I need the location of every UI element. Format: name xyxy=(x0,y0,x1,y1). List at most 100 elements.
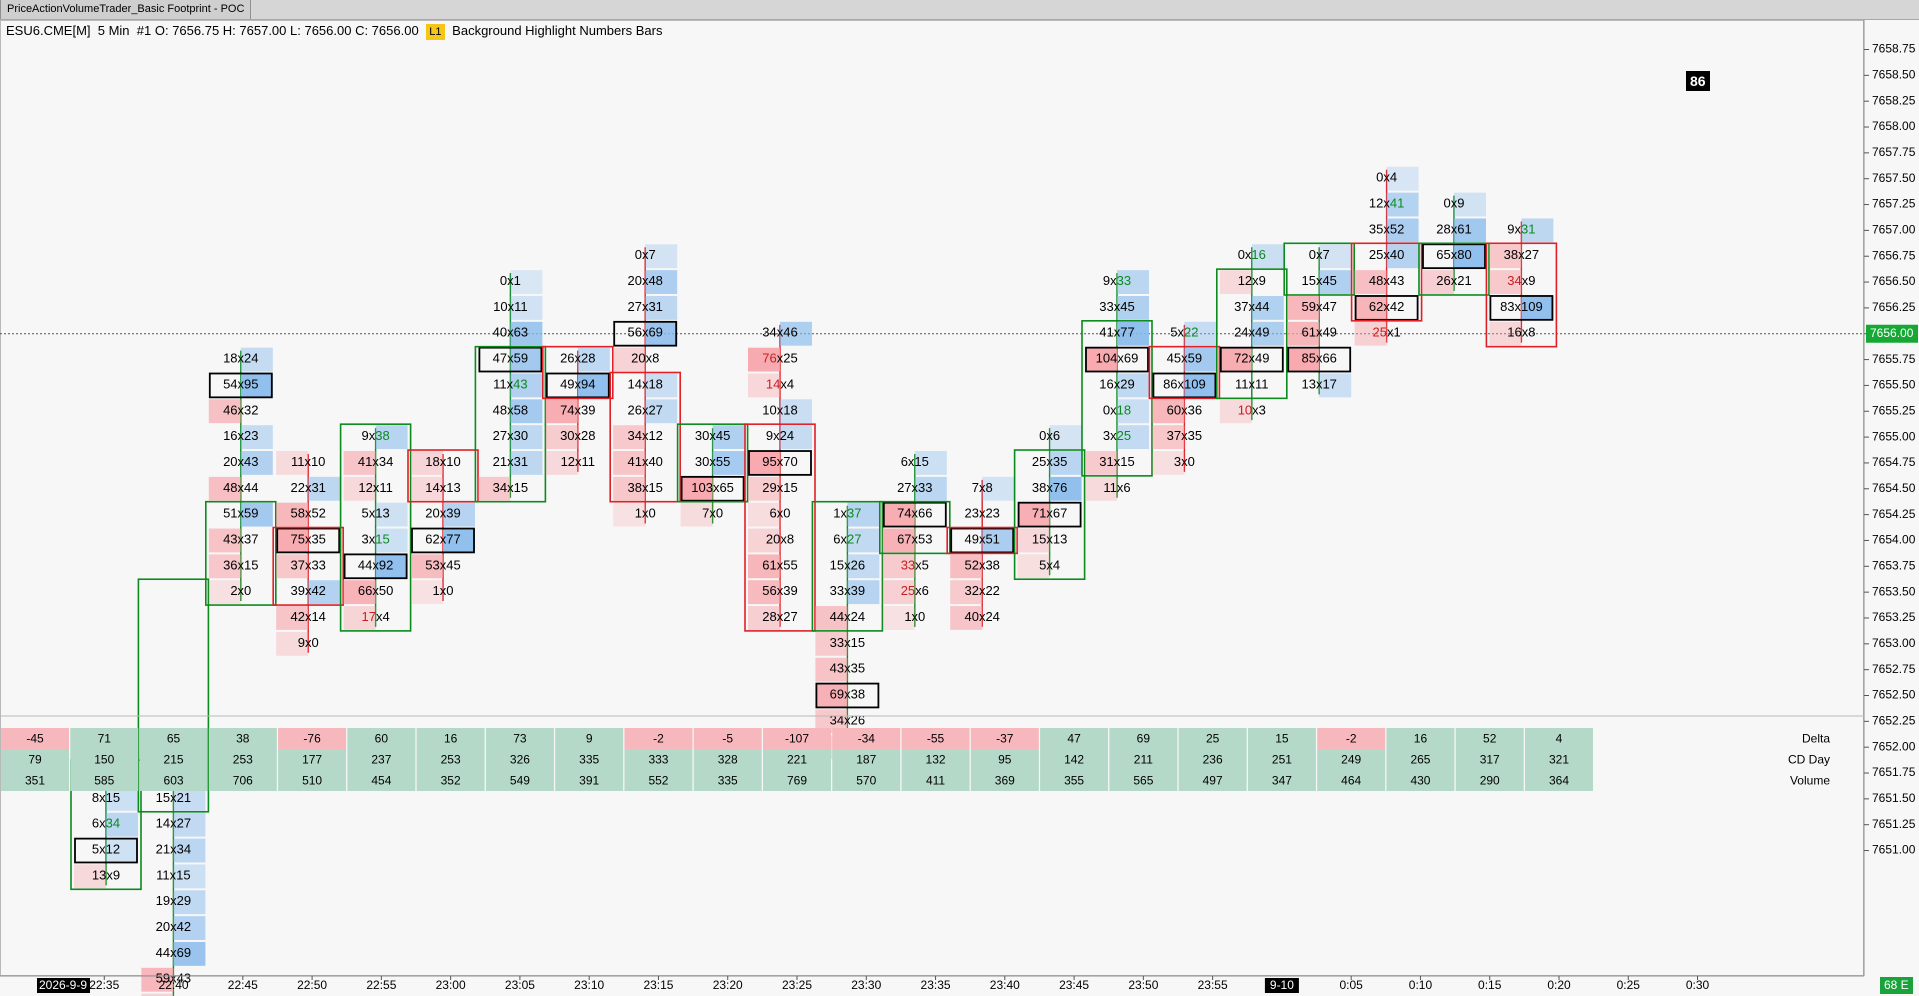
price-tick-label: 7651.75 xyxy=(1872,765,1916,779)
price-tick-label: 7651.00 xyxy=(1872,843,1916,857)
bid-cell-shade xyxy=(613,347,646,372)
footprint-cell: 56x69 xyxy=(627,325,662,340)
price-tick-label: 7655.50 xyxy=(1872,378,1916,392)
date-label-bg xyxy=(1264,978,1299,993)
ohlc-readout: #1 O: 7656.75 H: 7657.00 L: 7656.00 C: 7… xyxy=(136,23,419,38)
summary-value: -34 xyxy=(858,732,876,746)
price-tick-label: 7653.25 xyxy=(1872,610,1916,624)
ask-cell-shade xyxy=(510,347,543,372)
footprint-cell: 21x34 xyxy=(156,842,191,857)
footprint-cell: 44x24 xyxy=(830,609,865,624)
bid-cell-shade xyxy=(1287,295,1320,320)
footprint-cell: 27x30 xyxy=(493,429,528,444)
ask-cell-shade xyxy=(577,347,610,372)
summary-value: 69 xyxy=(1137,732,1151,746)
ask-cell-shade xyxy=(106,812,138,837)
time-tick-label: 23:55 xyxy=(1198,978,1228,992)
summary-cell-bg xyxy=(347,770,416,791)
summary-value: 497 xyxy=(1203,774,1223,788)
footprint-cell: 16x23 xyxy=(223,429,258,444)
summary-cell-bg xyxy=(970,749,1039,770)
ask-cell-shade xyxy=(510,373,543,398)
bid-cell-shade xyxy=(1219,347,1252,372)
footprint-cell: 6x15 xyxy=(901,454,929,469)
summary-value: 142 xyxy=(1064,753,1084,767)
price-tick-label: 7652.00 xyxy=(1872,739,1916,753)
footprint-cell: 28x27 xyxy=(762,609,797,624)
summary-cell-bg xyxy=(70,770,139,791)
poc-box xyxy=(1152,372,1217,399)
bid-cell-shade xyxy=(882,580,915,605)
price-tick-label: 7654.75 xyxy=(1872,455,1916,469)
summary-value: 132 xyxy=(926,753,946,767)
footprint-cell: 40x63 xyxy=(493,325,528,340)
time-tick-label: 23:05 xyxy=(505,978,535,992)
summary-cell-bg xyxy=(763,770,831,791)
summary-value: 321 xyxy=(1549,753,1569,767)
bid-cell-shade xyxy=(748,373,780,398)
studies-label[interactable]: Background Highlight Numbers Bars xyxy=(452,23,663,38)
summary-value: 335 xyxy=(718,774,738,788)
poc-box xyxy=(1219,346,1284,373)
ask-cell-shade xyxy=(645,295,678,320)
time-tick-label: 23:20 xyxy=(713,978,743,992)
ask-cell-shade xyxy=(1117,270,1149,294)
summary-value: 65 xyxy=(167,732,181,746)
summary-cell-bg xyxy=(208,728,277,749)
ask-cell-shade xyxy=(1319,244,1352,269)
footprint-cell: 11x10 xyxy=(291,454,325,469)
ask-cell-shade xyxy=(240,425,273,450)
time-tick-label: 23:15 xyxy=(643,978,673,992)
ask-cell-shade xyxy=(914,476,947,501)
instrument-label[interactable]: ESU6.CME[M] xyxy=(6,23,91,38)
summary-cell-bg xyxy=(1178,728,1247,749)
summary-cell-bg xyxy=(901,749,970,770)
bid-cell-shade xyxy=(343,606,376,630)
candle-body-box xyxy=(407,449,479,503)
footprint-cell: 33x45 xyxy=(1099,299,1134,314)
footprint-cell: 49x94 xyxy=(560,377,595,392)
footprint-cell: 13x9 xyxy=(92,868,120,883)
footprint-cell: 61x49 xyxy=(1301,325,1336,340)
price-tick-label: 7654.00 xyxy=(1872,533,1916,547)
price-tick-label: 7657.25 xyxy=(1872,197,1916,211)
summary-cell-bg xyxy=(416,749,485,770)
poc-box xyxy=(1354,295,1419,321)
summary-value: 236 xyxy=(1203,753,1223,767)
footprint-cell: 48x43 xyxy=(1369,273,1404,288)
footprint-cell: 12x41 xyxy=(1369,196,1404,211)
summary-cell-bg xyxy=(901,728,970,749)
bid-cell-shade xyxy=(276,631,309,656)
footprint-cell: 21x31 xyxy=(493,454,528,469)
candle-body-box xyxy=(676,423,749,503)
time-tick-label: 23:40 xyxy=(990,978,1020,992)
candle-body-box xyxy=(946,526,1019,555)
ask-cell-shade xyxy=(375,528,408,553)
footprint-cell: 86x109 xyxy=(1163,377,1206,392)
footprint-cell: 20x8 xyxy=(766,532,794,547)
footprint-cell: 1x0 xyxy=(635,506,656,521)
ask-cell-shade xyxy=(1184,347,1217,372)
bid-cell-shade xyxy=(815,606,848,630)
poc-box xyxy=(882,501,947,528)
ask-cell-shade xyxy=(173,890,206,915)
ask-cell-shade xyxy=(712,451,745,475)
summary-value: 549 xyxy=(510,774,530,788)
window-tab-title[interactable]: PriceActionVolumeTrader_Basic Footprint … xyxy=(0,0,252,19)
summary-value: 25 xyxy=(1206,732,1220,746)
footprint-cell: 6x27 xyxy=(833,532,861,547)
footprint-cell: 69x38 xyxy=(830,687,865,702)
summary-value: 60 xyxy=(375,732,389,746)
price-tick-label: 7658.75 xyxy=(1872,42,1916,56)
candle-body-box xyxy=(272,526,345,606)
bid-cell-shade xyxy=(208,580,241,605)
period-label[interactable]: 5 Min xyxy=(97,23,130,38)
footprint-cell: 0x7 xyxy=(1309,248,1330,263)
summary-value: 38 xyxy=(236,732,250,746)
footprint-cell: 20x43 xyxy=(223,454,258,469)
bid-cell-shade xyxy=(1152,425,1185,450)
time-tick-label: 0:30 xyxy=(1686,978,1710,992)
bid-cell-shade xyxy=(208,528,241,553)
time-tick-label: 23:10 xyxy=(574,978,604,992)
